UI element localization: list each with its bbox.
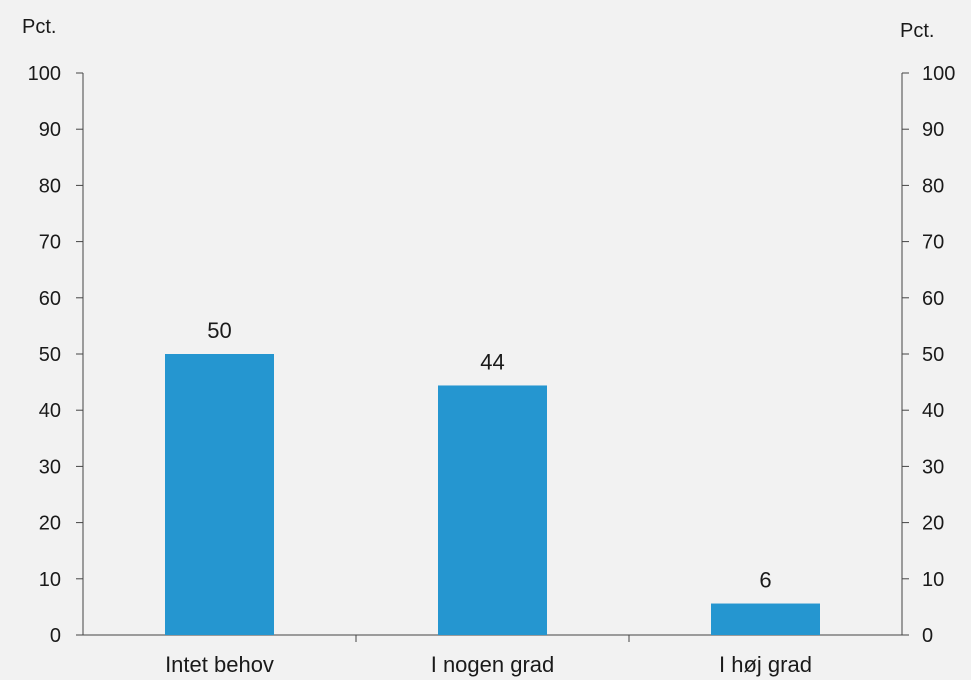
right-y-tick-label: 40 [922, 400, 944, 422]
left-y-tick-label: 90 [39, 119, 61, 141]
left-y-tick-label: 30 [39, 456, 61, 478]
left-y-unit-label: Pct. [22, 16, 56, 38]
left-y-tick-label: 20 [39, 513, 61, 535]
bar [438, 385, 547, 635]
left-y-tick-label: 60 [39, 288, 61, 310]
left-y-tick-label: 10 [39, 569, 61, 591]
left-y-tick-label: 100 [28, 63, 61, 85]
bar [711, 603, 820, 635]
right-y-tick-label: 80 [922, 175, 944, 197]
right-y-tick-label: 100 [922, 63, 955, 85]
bar [165, 354, 274, 635]
left-y-tick-label: 80 [39, 175, 61, 197]
left-y-tick-label: 0 [50, 625, 61, 647]
bar-data-label: 6 [759, 568, 771, 593]
bar-data-label: 50 [207, 318, 231, 343]
left-y-tick-label: 40 [39, 400, 61, 422]
right-y-tick-label: 30 [922, 456, 944, 478]
x-category-label: Intet behov [165, 652, 274, 677]
x-category-label: I høj grad [719, 652, 812, 677]
right-y-tick-label: 0 [922, 625, 933, 647]
right-y-tick-label: 70 [922, 232, 944, 254]
bar-data-label: 44 [480, 349, 504, 374]
right-y-tick-label: 50 [922, 344, 944, 366]
labels: 50 Intet behov 44 I nogen grad 6 I høj grad [165, 318, 812, 677]
ticks: 0 0 10 10 20 20 30 30 40 40 50 50 60 60 70 70 80 80 90 90 10… [28, 63, 956, 647]
x-category-label: I nogen grad [431, 652, 555, 677]
left-y-tick-label: 50 [39, 344, 61, 366]
right-y-tick-label: 20 [922, 513, 944, 535]
bars [165, 354, 820, 635]
right-y-unit-label: Pct. [900, 20, 934, 42]
left-y-tick-label: 70 [39, 232, 61, 254]
right-y-tick-label: 60 [922, 288, 944, 310]
right-y-tick-label: 10 [922, 569, 944, 591]
right-y-tick-label: 90 [922, 119, 944, 141]
